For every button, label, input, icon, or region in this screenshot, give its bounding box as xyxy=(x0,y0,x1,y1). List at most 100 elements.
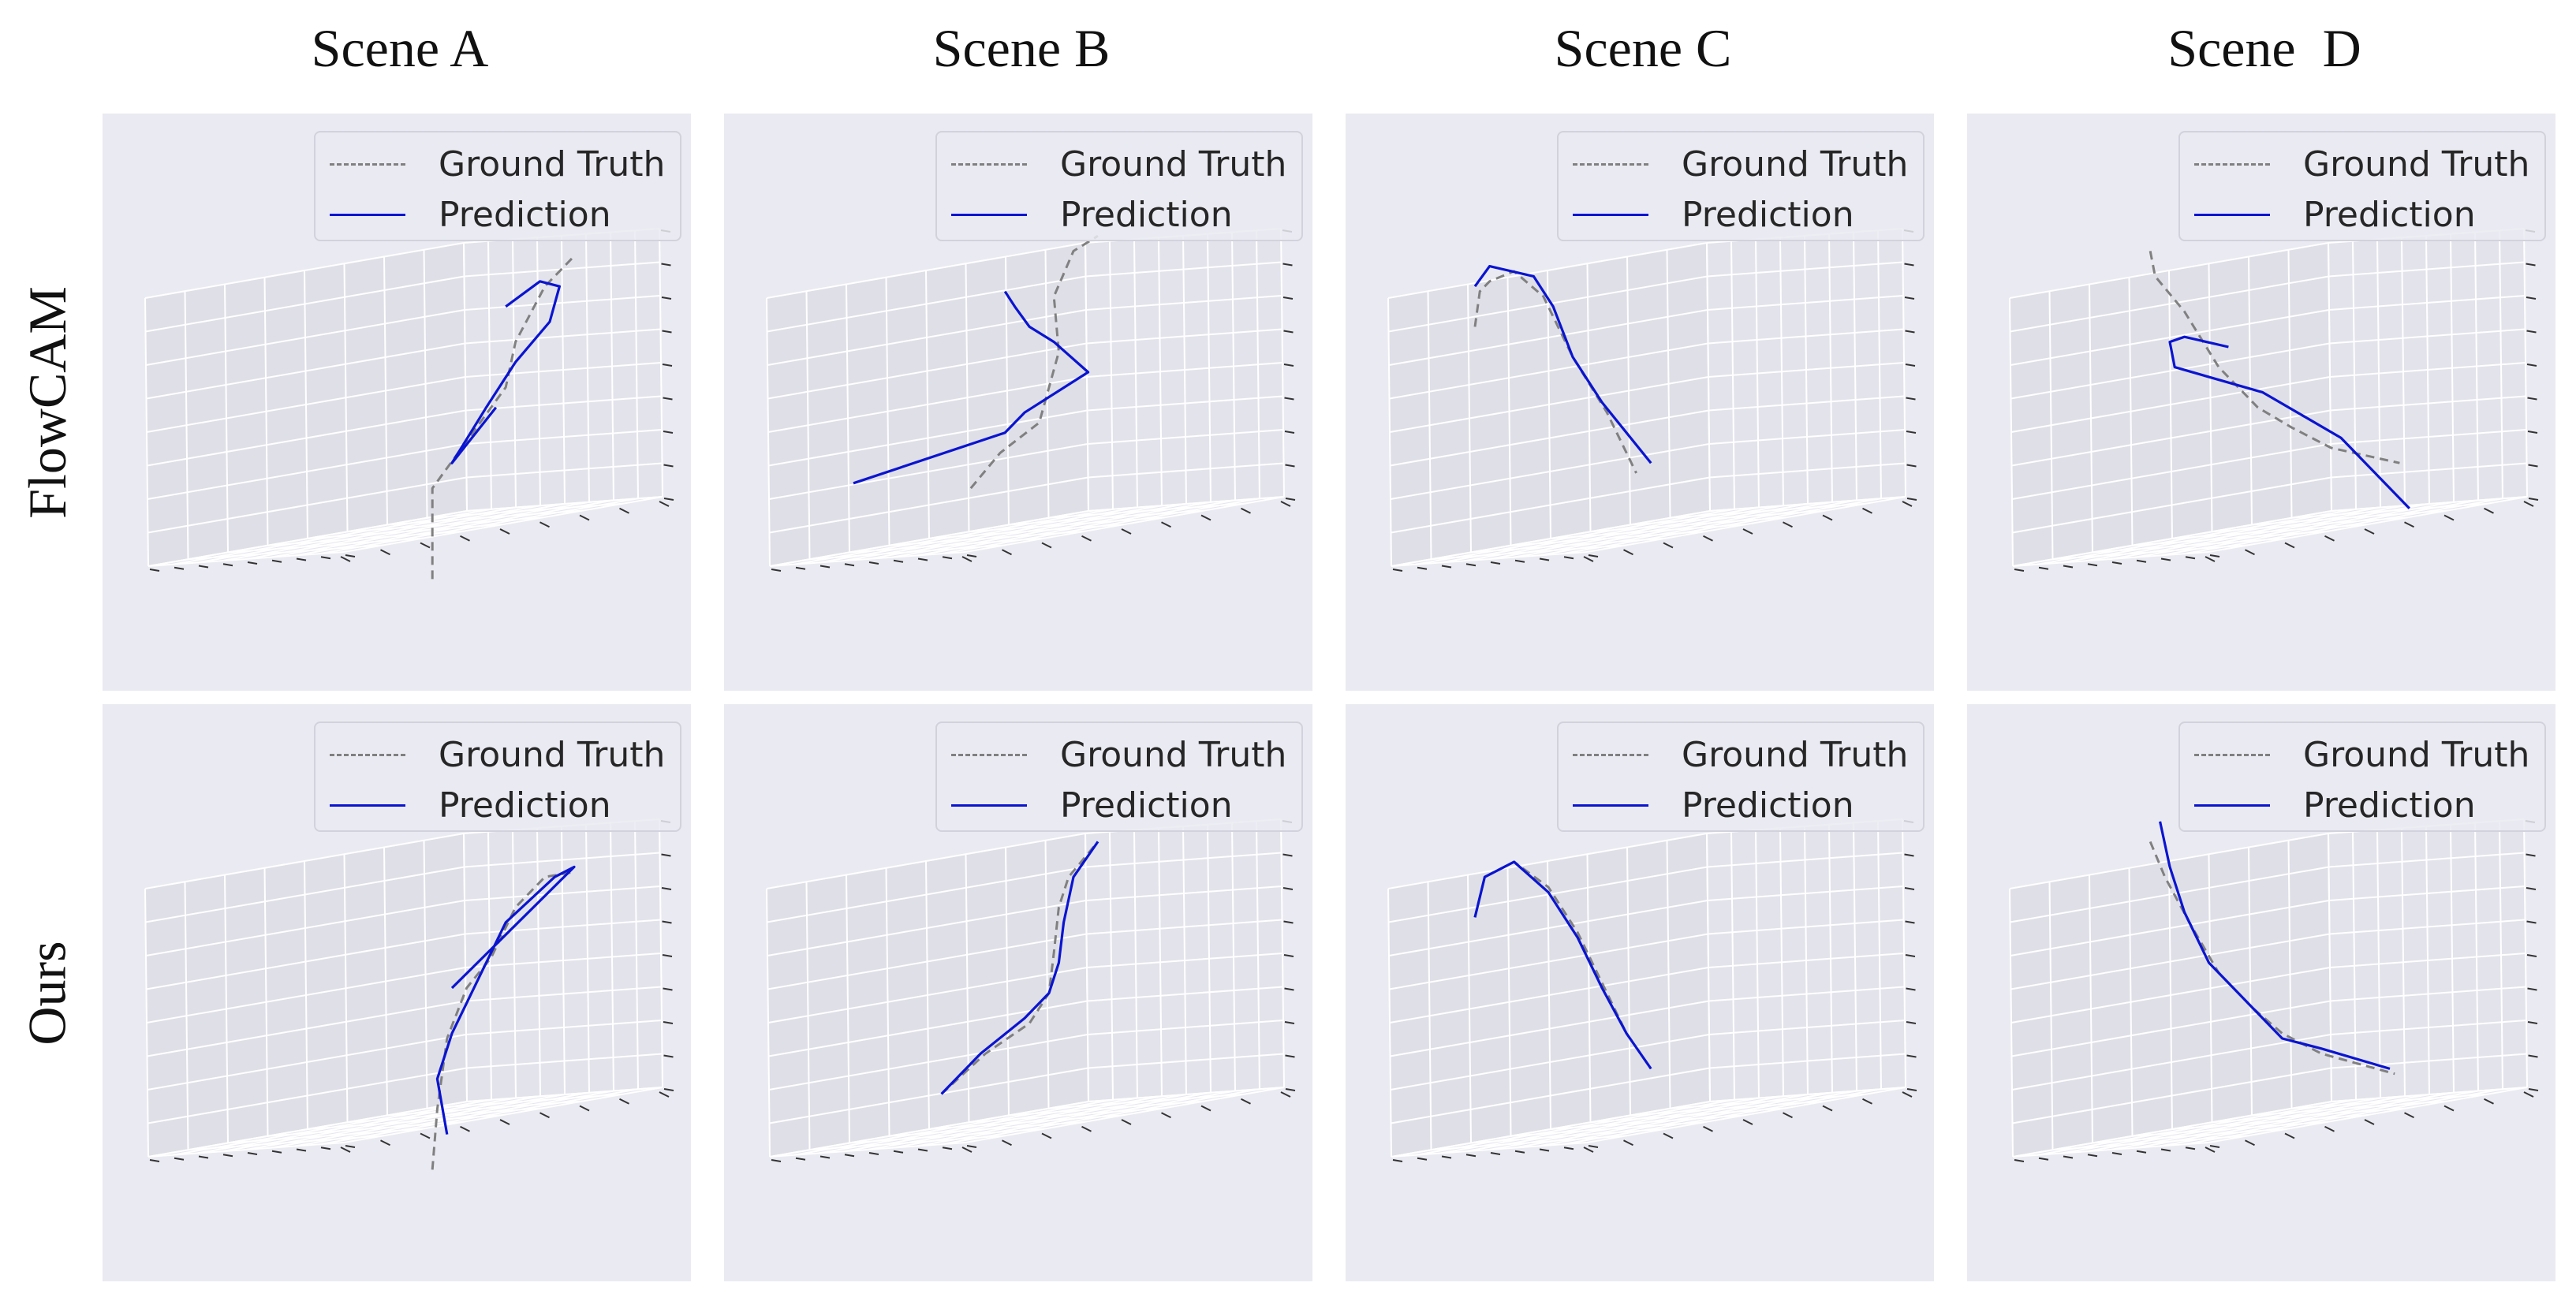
legend-label: Prediction xyxy=(2303,785,2476,826)
prediction-line xyxy=(2168,335,2410,509)
grid-line xyxy=(1256,230,1260,499)
grid-line xyxy=(1207,233,1211,502)
tick-mark xyxy=(2205,1147,2216,1153)
grid-line xyxy=(1085,852,1282,868)
column-title-scene-a: Scene A xyxy=(311,18,489,78)
grid-line xyxy=(1280,228,1285,498)
legend-swatch-solid xyxy=(330,804,405,807)
legend-label: Prediction xyxy=(439,785,611,826)
prediction-line xyxy=(1473,265,1652,464)
grid-line xyxy=(1427,882,1432,1150)
grid-line xyxy=(1510,1120,1707,1137)
tick-mark xyxy=(942,1147,953,1150)
grid-line xyxy=(769,1142,966,1158)
tick-mark xyxy=(2528,498,2539,501)
legend-label: Prediction xyxy=(1682,785,1854,826)
tick-mark xyxy=(2209,1145,2220,1148)
tick-mark xyxy=(1703,1125,1713,1132)
grid-line xyxy=(2128,867,2134,1136)
grid-line xyxy=(1853,822,1857,1091)
grid-line xyxy=(2009,888,2014,1158)
legend-swatch-solid xyxy=(1573,804,1648,807)
grid-line xyxy=(2159,499,2479,557)
grid-line xyxy=(2328,261,2525,278)
tick-mark xyxy=(420,1132,431,1139)
grid-line xyxy=(146,342,465,400)
legend-entry-prediction: Prediction xyxy=(951,781,1233,829)
tick-mark xyxy=(2245,549,2255,556)
grid-line xyxy=(1388,866,1708,923)
tick-mark xyxy=(661,853,671,857)
tick-mark xyxy=(345,554,356,557)
grid-line xyxy=(1427,291,1432,560)
tick-mark xyxy=(2087,1154,2098,1158)
plot-panel: Ground Truth Prediction xyxy=(1346,114,1934,691)
legend: Ground Truth Prediction xyxy=(314,131,681,241)
plot-panel: Ground Truth Prediction xyxy=(103,114,691,691)
grid-line xyxy=(1280,818,1285,1088)
tick-mark xyxy=(1041,542,1052,549)
grid-line xyxy=(270,501,590,558)
grid-line xyxy=(940,1088,1260,1146)
legend-label: Prediction xyxy=(2303,194,2476,235)
grid-line xyxy=(2092,537,2289,554)
tick-mark xyxy=(2136,559,2147,563)
grid-line xyxy=(1207,824,1211,1093)
tick-mark xyxy=(2364,1119,2375,1125)
grid-line xyxy=(2110,503,2430,560)
tick-mark xyxy=(1417,566,1428,570)
legend-entry-ground-truth: Ground Truth xyxy=(951,731,1286,778)
grid-line xyxy=(2499,230,2503,499)
tick-mark xyxy=(1539,557,1550,561)
tick-mark xyxy=(2443,1105,2455,1112)
grid-line xyxy=(2048,882,2054,1150)
tick-mark xyxy=(2528,1054,2538,1058)
grid-line xyxy=(2132,530,2328,546)
grid-line xyxy=(2208,496,2528,553)
grid-line xyxy=(1708,362,1905,378)
tick-mark xyxy=(661,887,672,890)
legend-entry-ground-truth: Ground Truth xyxy=(1573,731,1908,778)
grid-line xyxy=(1467,874,1472,1143)
legend-label: Ground Truth xyxy=(1060,144,1287,185)
tick-mark xyxy=(961,556,973,562)
grid-line xyxy=(805,882,811,1150)
legend-swatch-dashed xyxy=(951,162,1027,166)
tick-mark xyxy=(2111,561,2122,565)
grid-line xyxy=(1231,822,1236,1091)
tick-mark xyxy=(2245,1139,2255,1147)
grid-line xyxy=(2052,544,2249,561)
tick-mark xyxy=(174,1157,185,1161)
grid-line xyxy=(147,1142,345,1158)
tick-mark xyxy=(2527,431,2538,434)
grid-line xyxy=(465,919,661,935)
tick-mark xyxy=(2284,542,2295,549)
grid-line xyxy=(585,824,590,1093)
legend-swatch-dashed xyxy=(330,753,405,756)
grid-line xyxy=(2159,1090,2479,1147)
tick-mark xyxy=(2324,1125,2335,1132)
grid-line xyxy=(1707,886,1904,901)
tick-mark xyxy=(1822,1105,1833,1112)
legend-swatch-dashed xyxy=(1573,162,1648,166)
grid-line xyxy=(889,530,1085,546)
tick-mark xyxy=(663,464,674,468)
grid-line xyxy=(1562,1088,1882,1146)
tick-mark xyxy=(868,1152,879,1155)
tick-mark xyxy=(619,1098,629,1105)
tick-mark xyxy=(1285,464,1295,468)
tick-mark xyxy=(1906,1054,1917,1058)
grid-line xyxy=(1391,551,1588,567)
tick-mark xyxy=(819,1155,831,1159)
tick-mark xyxy=(2014,1159,2025,1162)
ground-truth-line xyxy=(940,841,1099,1095)
legend-entry-ground-truth: Ground Truth xyxy=(330,140,665,188)
tick-mark xyxy=(1282,263,1293,267)
grid-line xyxy=(766,242,1086,299)
tick-mark xyxy=(499,528,510,535)
grid-line xyxy=(1562,498,1882,555)
tick-mark xyxy=(2324,535,2335,542)
grid-line xyxy=(940,498,1260,555)
grid-line xyxy=(263,867,269,1136)
tick-mark xyxy=(1583,556,1594,562)
